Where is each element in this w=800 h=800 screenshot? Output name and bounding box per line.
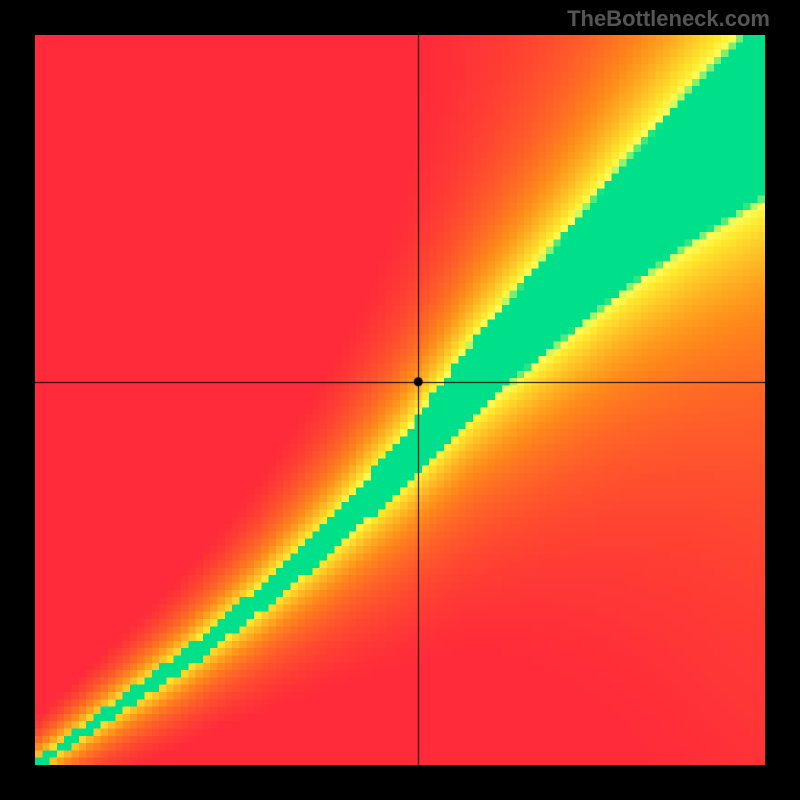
crosshair-overlay: [35, 35, 765, 765]
watermark-text: TheBottleneck.com: [567, 6, 770, 32]
chart-container: TheBottleneck.com: [0, 0, 800, 800]
